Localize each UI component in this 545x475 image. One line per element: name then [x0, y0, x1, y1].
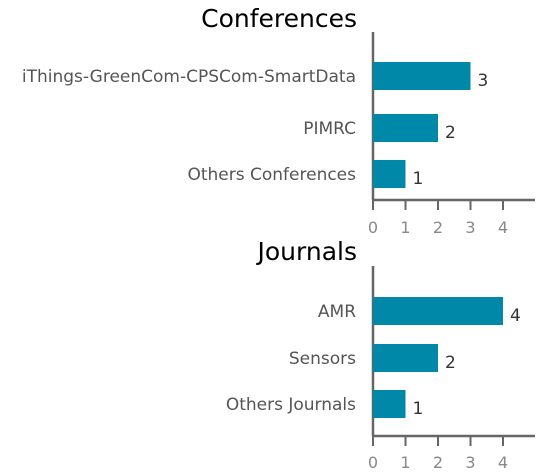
bar	[373, 62, 471, 90]
chart-panel-0: Conferences 0 1 2 3 4 iThings-GreenCom-CPSCom-…	[22, 4, 535, 237]
category-label: Sensors	[289, 349, 356, 369]
data-label: 1	[413, 399, 424, 419]
x-tick-label: 4	[498, 453, 508, 472]
bar	[373, 390, 406, 418]
bar	[373, 297, 503, 325]
x-tick-label: 1	[400, 453, 410, 472]
x-tick-label: 1	[400, 218, 410, 237]
bar	[373, 160, 406, 188]
bar	[373, 114, 438, 142]
x-tick-label: 3	[465, 218, 475, 237]
x-tick-label: 0	[368, 218, 378, 237]
category-label: iThings-GreenCom-CPSCom-SmartData	[22, 67, 356, 87]
data-label: 2	[445, 123, 456, 143]
data-label: 1	[413, 169, 424, 189]
category-label: Others Journals	[226, 395, 356, 415]
chart-panel-1: Journals 0 1 2 3 4 AMR 4 Sensors 2 Others Journals…	[226, 237, 535, 472]
x-tick-label: 2	[433, 218, 443, 237]
chart-title: Conferences	[201, 4, 357, 33]
x-tick-label: 0	[368, 453, 378, 472]
x-tick-label: 2	[433, 453, 443, 472]
category-label: AMR	[318, 302, 356, 322]
data-label: 2	[445, 353, 456, 373]
x-tick-label: 3	[465, 453, 475, 472]
category-label: Others Conferences	[187, 165, 356, 185]
chart-title: Journals	[256, 237, 358, 266]
x-tick-label: 4	[498, 218, 508, 237]
data-label: 4	[510, 306, 521, 326]
category-label: PIMRC	[303, 119, 356, 139]
bar	[373, 344, 438, 372]
data-label: 3	[478, 71, 489, 91]
